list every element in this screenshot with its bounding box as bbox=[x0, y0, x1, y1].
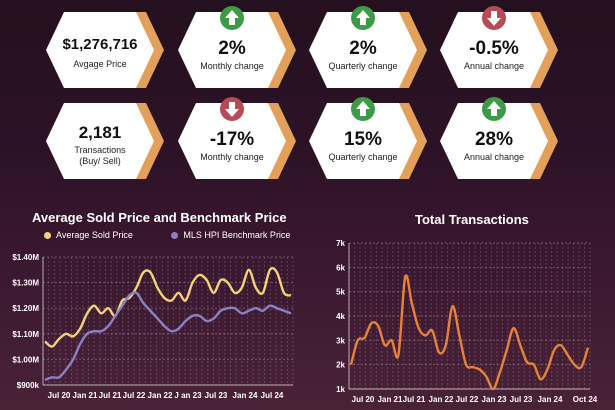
x-tick-label: Jul 22 bbox=[123, 391, 146, 400]
card-shape bbox=[440, 12, 558, 88]
series-line-0 bbox=[44, 266, 292, 348]
card-shape bbox=[309, 12, 427, 88]
y-tick-label: 2k bbox=[336, 361, 345, 370]
transactions-chart-title: Total Transactions bbox=[415, 212, 529, 227]
legend-dot-hpi bbox=[171, 232, 179, 240]
x-tick-label: Jul 20 bbox=[48, 391, 71, 400]
y-tick-label: 5k bbox=[336, 288, 345, 297]
y-tick-label: 3k bbox=[336, 336, 345, 345]
y-tick-label: $1.40M bbox=[12, 253, 39, 262]
legend-item-hpi: MLS HPI Benchmark Price bbox=[171, 230, 290, 240]
x-tick-label: Jan 21 bbox=[73, 391, 98, 400]
card-shape bbox=[178, 103, 296, 179]
y-tick-label: $1.30M bbox=[12, 279, 39, 288]
legend-label-avg: Average Sold Price bbox=[56, 230, 133, 240]
y-tick-label: $1.20M bbox=[12, 304, 39, 313]
x-tick-label: Jan 24 bbox=[538, 395, 563, 404]
kpi-value: -17% bbox=[209, 129, 255, 150]
legend-label-hpi: MLS HPI Benchmark Price bbox=[183, 230, 291, 240]
kpi-value: 2% bbox=[349, 38, 377, 59]
x-tick-label: Jan 24 bbox=[233, 391, 258, 400]
x-tick-label: Jan 22 bbox=[148, 391, 173, 400]
card-shape bbox=[178, 12, 296, 88]
x-tick-label: Jul 20 bbox=[352, 395, 375, 404]
kpi-value: $1,276,716 bbox=[62, 36, 138, 53]
kpi-label: Annual change bbox=[463, 152, 525, 162]
x-tick-label: Jul 23 bbox=[510, 395, 533, 404]
kpi-value: -0.5% bbox=[469, 38, 519, 59]
kpi-card: 2% Quarterly change bbox=[309, 6, 427, 88]
y-tick-label: 6k bbox=[336, 263, 345, 272]
y-tick-label: 1k bbox=[336, 385, 345, 394]
kpi-card: 15% Quarterly change bbox=[309, 97, 427, 179]
y-tick-label: $1.10M bbox=[12, 330, 39, 339]
x-tick-label: Oct 24 bbox=[573, 395, 598, 404]
kpi-label: Avgage Price bbox=[73, 59, 127, 69]
up-arrow-icon bbox=[482, 97, 506, 121]
kpi-value: 15% bbox=[343, 129, 383, 150]
legend-dot-avg bbox=[44, 232, 51, 240]
card-shape bbox=[46, 103, 164, 179]
kpi-label: Quarterly change bbox=[328, 61, 398, 71]
down-arrow-icon bbox=[220, 97, 244, 121]
x-tick-label: Jul 22 bbox=[456, 395, 479, 404]
x-tick-label: Jul 21 bbox=[403, 395, 426, 404]
up-arrow-icon bbox=[351, 6, 375, 30]
kpi-card: -17% Monthly change bbox=[178, 97, 296, 179]
price-chart-legend: Average Sold Price MLS HPI Benchmark Pri… bbox=[44, 230, 290, 240]
x-tick-label: Jul 23 bbox=[205, 391, 228, 400]
y-tick-label: 4k bbox=[336, 312, 345, 321]
y-tick-label: $1.00M bbox=[12, 355, 39, 364]
card-shape bbox=[309, 103, 427, 179]
x-tick-label: J an 23 bbox=[174, 391, 202, 400]
y-tick-label: $900k bbox=[17, 381, 40, 390]
x-tick-label: Jul 21 bbox=[99, 391, 122, 400]
x-tick-label: Jan 21 bbox=[378, 395, 403, 404]
card-shape bbox=[440, 103, 558, 179]
series-line-1 bbox=[44, 291, 292, 382]
kpi-label: Transactions (Buy/ Sell) bbox=[74, 145, 126, 166]
up-arrow-icon bbox=[220, 6, 244, 30]
up-arrow-icon bbox=[351, 97, 375, 121]
kpi-label: Quarterly change bbox=[328, 152, 398, 162]
kpi-label: Annual change bbox=[463, 61, 525, 71]
x-tick-label: Jan 23 bbox=[482, 395, 507, 404]
legend-item-avg: Average Sold Price bbox=[44, 230, 133, 240]
down-arrow-icon bbox=[482, 6, 506, 30]
kpi-card: 2,181 Transactions (Buy/ Sell) bbox=[46, 103, 164, 179]
kpi-value: 2,181 bbox=[78, 123, 122, 142]
kpi-value: 2% bbox=[218, 38, 246, 59]
card-shape bbox=[46, 12, 164, 88]
y-tick-label: 7k bbox=[336, 239, 345, 248]
kpi-label: Monthly change bbox=[200, 152, 264, 162]
price-chart-title: Average Sold Price and Benchmark Price bbox=[32, 210, 287, 225]
kpi-card: 28% Annual change bbox=[440, 97, 558, 179]
kpi-label: Monthly change bbox=[200, 61, 264, 71]
x-tick-label: Jan 22 bbox=[429, 395, 454, 404]
kpi-card: -0.5% Annual change bbox=[440, 6, 558, 88]
x-tick-label: Jul 24 bbox=[261, 391, 284, 400]
series-line-0 bbox=[349, 274, 590, 391]
kpi-value: 28% bbox=[474, 129, 514, 150]
kpi-card: $1,276,716 Avgage Price bbox=[46, 12, 164, 88]
kpi-card: 2% Monthly change bbox=[178, 6, 296, 88]
